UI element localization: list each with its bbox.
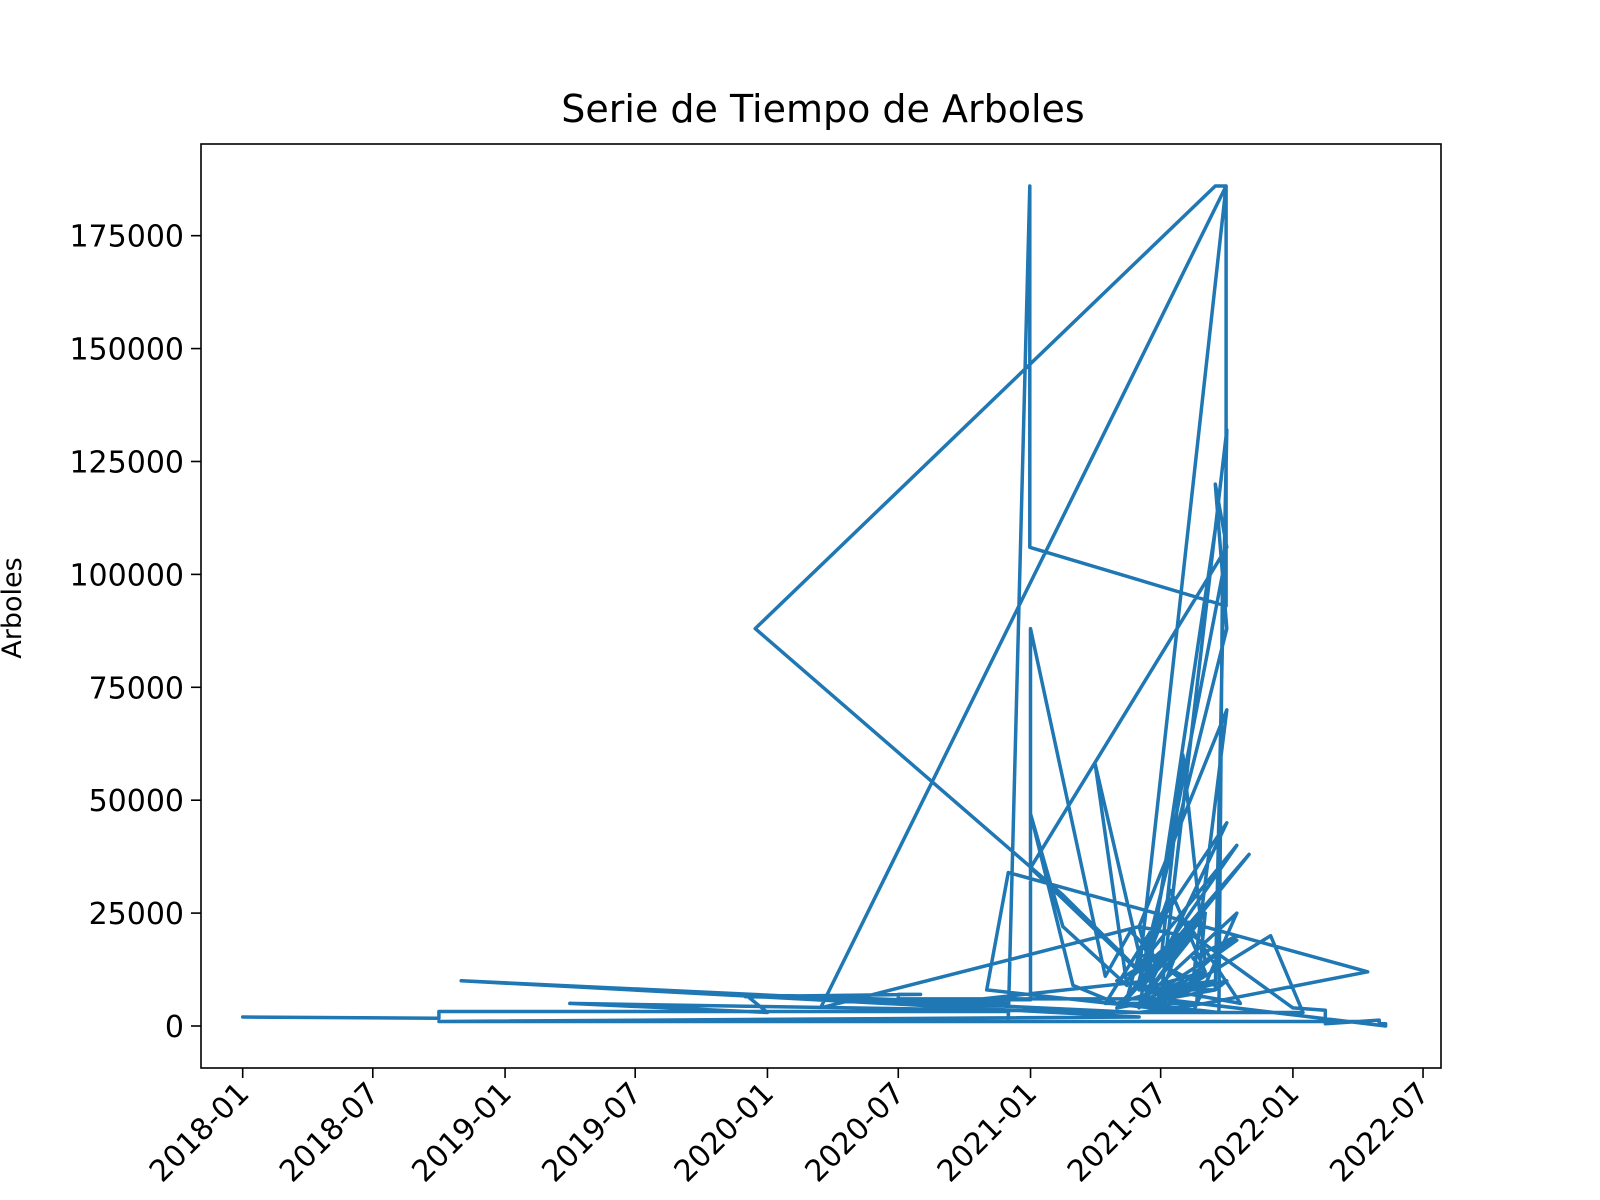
x-tick-label: 2020-01 [668, 1076, 781, 1189]
x-axis: 2018-01 2018-07 2019-01 2019-07 2020-01 2020-… [143, 1068, 1437, 1189]
x-tick-label: 2021-07 [1061, 1076, 1174, 1189]
x-tick-label: 2018-01 [143, 1076, 256, 1189]
x-tick-label: 2022-07 [1323, 1076, 1436, 1189]
x-tick-label: 2018-07 [273, 1076, 386, 1189]
x-tick-label: 2020-07 [799, 1076, 912, 1189]
x-tick-label: 2019-07 [535, 1076, 648, 1189]
y-tick-label: 175000 [69, 220, 184, 255]
plot-frame [200, 143, 1442, 1069]
y-tick-label: 0 [165, 1010, 184, 1045]
y-tick-label: 75000 [89, 671, 184, 706]
y-tick-label: 100000 [69, 558, 184, 593]
y-tick-label: 50000 [89, 784, 184, 819]
x-tick-label: 2022-01 [1193, 1076, 1306, 1189]
x-tick-label: 2021-01 [931, 1076, 1044, 1189]
y-tick-label: 125000 [69, 445, 184, 480]
y-axis-label: Arboles [0, 557, 28, 658]
y-axis: 0 25000 50000 75000 100000 125000 150000 175000 [69, 220, 201, 1045]
plot-marks [240, 184, 1388, 1028]
y-tick-label: 25000 [89, 897, 184, 932]
x-tick-label: 2019-01 [405, 1076, 518, 1189]
chart-title: Serie de Tiempo de Arboles [561, 87, 1084, 131]
series-line-0 [240, 184, 1388, 1028]
y-tick-label: 150000 [69, 333, 184, 368]
